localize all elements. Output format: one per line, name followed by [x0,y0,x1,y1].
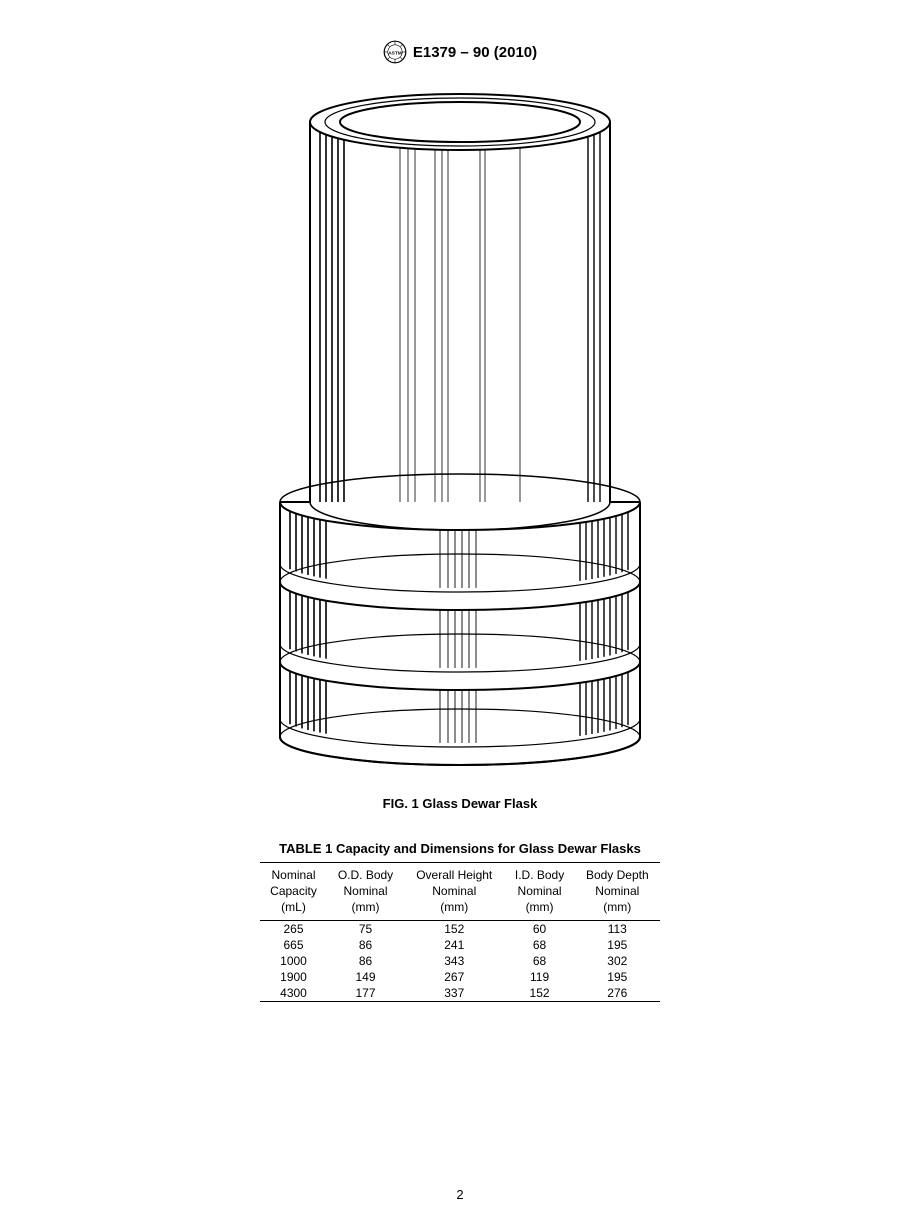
astm-logo-icon: ASTM [383,40,407,64]
svg-text:ASTM: ASTM [388,50,402,56]
table-cell: 149 [327,969,404,985]
table-column-header: O.D. BodyNominal(mm) [327,863,404,921]
table-cell: 195 [575,969,660,985]
table-cell: 195 [575,937,660,953]
page-number: 2 [0,1187,920,1202]
table-cell: 276 [575,985,660,1002]
table-cell: 343 [404,953,505,969]
table-column-header: I.D. BodyNominal(mm) [505,863,575,921]
table-cell: 113 [575,920,660,937]
page-header: ASTM E1379 – 90 (2010) [0,0,920,74]
table-column-header: Body DepthNominal(mm) [575,863,660,921]
table-cell: 337 [404,985,505,1002]
figure-caption: FIG. 1 Glass Dewar Flask [0,796,920,811]
table-cell: 1900 [260,969,327,985]
table-row: 2657515260113 [260,920,660,937]
table-cell: 60 [505,920,575,937]
table-cell: 75 [327,920,404,937]
table-column-header: Overall HeightNominal(mm) [404,863,505,921]
table-cell: 267 [404,969,505,985]
table-cell: 68 [505,937,575,953]
table-cell: 152 [505,985,575,1002]
table-cell: 1000 [260,953,327,969]
table-title: TABLE 1 Capacity and Dimensions for Glas… [0,841,920,856]
table-cell: 4300 [260,985,327,1002]
table-cell: 265 [260,920,327,937]
table-row: 1900149267119195 [260,969,660,985]
table-cell: 68 [505,953,575,969]
table-header-row: NominalCapacity(mL)O.D. BodyNominal(mm)O… [260,863,660,921]
table-row: 6658624168195 [260,937,660,953]
table-body: 2657515260113665862416819510008634368302… [260,920,660,1001]
standard-id: E1379 – 90 (2010) [413,44,537,61]
table-cell: 86 [327,937,404,953]
table-cell: 665 [260,937,327,953]
table-cell: 86 [327,953,404,969]
dimensions-table: NominalCapacity(mL)O.D. BodyNominal(mm)O… [260,862,660,1002]
table-cell: 302 [575,953,660,969]
table-cell: 152 [404,920,505,937]
table-row: 10008634368302 [260,953,660,969]
table-cell: 177 [327,985,404,1002]
table-cell: 241 [404,937,505,953]
dewar-flask-diagram [260,82,660,782]
figure-container [0,82,920,782]
table-row: 4300177337152276 [260,985,660,1002]
table-cell: 119 [505,969,575,985]
table-column-header: NominalCapacity(mL) [260,863,327,921]
